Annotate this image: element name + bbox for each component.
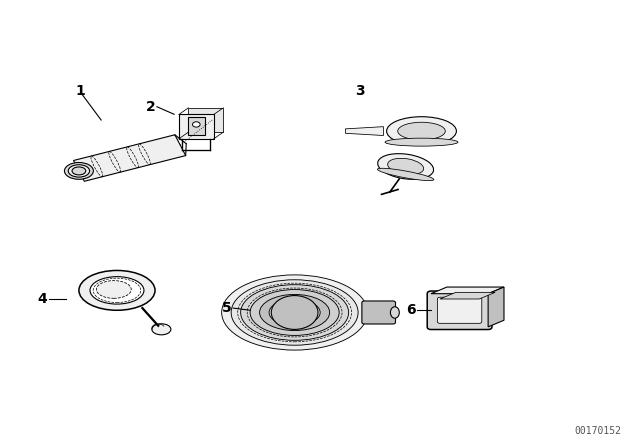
Text: 5: 5 [221, 301, 232, 315]
Text: 2: 2 [145, 100, 156, 114]
Polygon shape [74, 135, 186, 181]
Ellipse shape [65, 163, 93, 179]
Ellipse shape [79, 271, 155, 310]
Ellipse shape [241, 284, 349, 340]
Ellipse shape [388, 158, 424, 175]
Ellipse shape [378, 168, 434, 181]
Polygon shape [488, 287, 504, 327]
Ellipse shape [97, 280, 131, 298]
Polygon shape [440, 293, 495, 299]
Polygon shape [179, 115, 214, 139]
Ellipse shape [90, 277, 144, 304]
Ellipse shape [231, 280, 358, 345]
Polygon shape [431, 287, 504, 294]
Ellipse shape [385, 138, 458, 146]
Ellipse shape [390, 307, 399, 318]
Polygon shape [346, 127, 383, 135]
FancyBboxPatch shape [188, 117, 205, 135]
Text: 6: 6 [406, 303, 415, 317]
Ellipse shape [68, 165, 90, 177]
Text: 4: 4 [38, 292, 47, 306]
Ellipse shape [72, 167, 86, 175]
Ellipse shape [269, 299, 320, 326]
FancyBboxPatch shape [362, 301, 396, 324]
Ellipse shape [387, 117, 456, 146]
Ellipse shape [193, 122, 200, 127]
Ellipse shape [397, 122, 445, 140]
Ellipse shape [271, 296, 318, 329]
Text: 00170152: 00170152 [574, 426, 621, 436]
Text: 3: 3 [355, 84, 365, 98]
Ellipse shape [221, 275, 367, 350]
FancyBboxPatch shape [437, 297, 482, 323]
Ellipse shape [260, 294, 330, 331]
Ellipse shape [378, 154, 433, 179]
Text: 1: 1 [76, 84, 86, 98]
Polygon shape [188, 108, 223, 132]
Ellipse shape [152, 324, 171, 335]
FancyBboxPatch shape [428, 291, 492, 330]
Ellipse shape [250, 289, 339, 336]
